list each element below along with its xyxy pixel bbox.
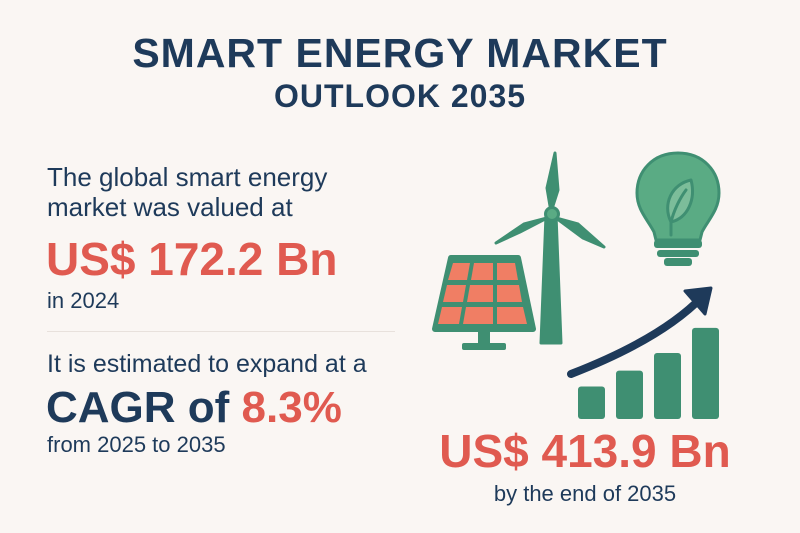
- growth-bar: [692, 327, 719, 419]
- wind-turbine-icon: [494, 151, 606, 345]
- cagr-value: 8.3%: [241, 383, 342, 432]
- cagr-statement: CAGR of 8.3%: [46, 383, 342, 433]
- page-title: SMART ENERGY MARKET: [132, 30, 668, 76]
- trend-arrow-icon: [567, 286, 713, 378]
- forecast-value: US$ 413.9 Bn: [439, 425, 731, 477]
- current-market-year: in 2024: [47, 288, 120, 313]
- lightbulb-leaf-icon: [635, 151, 721, 266]
- forecast-subtitle: by the end of 2035: [493, 481, 677, 506]
- section-divider: [47, 331, 395, 332]
- growth-bar: [654, 352, 681, 419]
- growth-period: from 2025 to 2035: [47, 432, 226, 457]
- current-market-value: US$ 172.2 Bn: [46, 233, 338, 285]
- intro-line-2: market was valued at: [47, 192, 293, 222]
- growth-bar: [578, 386, 605, 419]
- solar-panel-icon: [432, 255, 536, 350]
- intro-line-1: The global smart energy: [47, 162, 328, 192]
- growth-bar: [616, 370, 643, 419]
- growth-intro: It is estimated to expand at a: [47, 350, 367, 378]
- cagr-label: CAGR of: [46, 383, 230, 432]
- growth-bar-chart-icon: [578, 327, 719, 419]
- current-market-intro: The global smart energy market was value…: [47, 162, 327, 222]
- page-subtitle: OUTLOOK 2035: [273, 78, 527, 114]
